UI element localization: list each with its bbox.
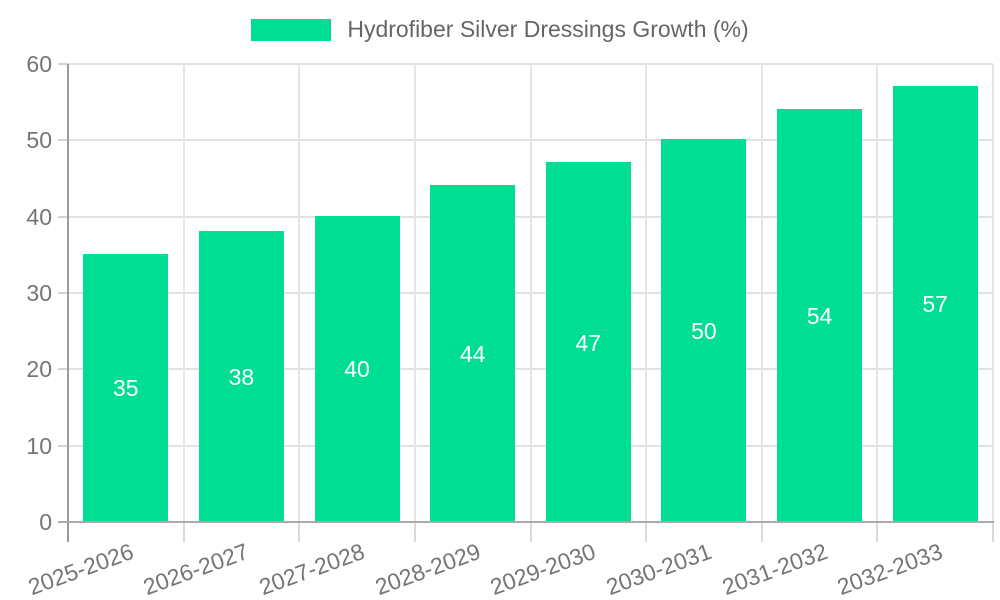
gridline-v-3 bbox=[413, 64, 416, 522]
bar-2031-2032[interactable] bbox=[777, 108, 863, 521]
y-tick-30 bbox=[58, 292, 68, 294]
legend[interactable]: Hydrofiber Silver Dressings Growth (%) bbox=[0, 16, 1000, 43]
bar-2029-2030[interactable] bbox=[545, 162, 631, 521]
bar-2028-2029[interactable] bbox=[430, 185, 516, 521]
gridline-v-2 bbox=[298, 64, 301, 522]
bar-2030-2031[interactable] bbox=[661, 139, 747, 521]
x-tick-1 bbox=[182, 522, 185, 542]
gridline-v-5 bbox=[645, 64, 648, 522]
x-tick-8 bbox=[992, 522, 994, 542]
x-axis-label-2028-2029: 2028-2029 bbox=[371, 538, 484, 600]
x-axis-label-2027-2028: 2027-2028 bbox=[255, 538, 368, 600]
y-tick-20 bbox=[58, 368, 68, 371]
x-axis-label-2032-2033: 2032-2033 bbox=[833, 538, 947, 600]
x-tick-5 bbox=[645, 522, 648, 542]
bar-2026-2027[interactable] bbox=[198, 230, 284, 521]
bar-2032-2033[interactable] bbox=[892, 85, 978, 521]
x-axis-label-2026-2027: 2026-2027 bbox=[140, 538, 253, 600]
x-tick-7 bbox=[876, 522, 879, 542]
gridline-v-8 bbox=[992, 64, 994, 522]
x-axis-label-2030-2031: 2030-2031 bbox=[602, 538, 715, 600]
bar-2025-2026[interactable] bbox=[83, 253, 169, 521]
gridline-v-1 bbox=[182, 64, 185, 522]
y-axis-label-10: 10 bbox=[26, 432, 52, 459]
x-tick-6 bbox=[760, 522, 763, 542]
y-tick-10 bbox=[58, 444, 68, 447]
y-tick-50 bbox=[58, 139, 68, 142]
y-tick-40 bbox=[58, 215, 68, 218]
y-axis-label-60: 60 bbox=[26, 51, 52, 77]
gridline-v-7 bbox=[876, 64, 879, 522]
x-axis-label-2029-2030: 2029-2030 bbox=[486, 538, 600, 600]
gridline-v-6 bbox=[760, 64, 763, 522]
bar-2027-2028[interactable] bbox=[314, 215, 400, 521]
x-axis-label-2031-2032: 2031-2032 bbox=[718, 538, 831, 600]
x-tick-3 bbox=[413, 522, 416, 542]
legend-swatch[interactable] bbox=[251, 18, 332, 41]
x-axis-line bbox=[58, 521, 994, 523]
y-axis-label-0: 0 bbox=[39, 509, 52, 535]
y-axis-line bbox=[67, 64, 69, 542]
x-tick-2 bbox=[298, 522, 301, 542]
y-tick-60 bbox=[58, 63, 68, 65]
y-axis-label-40: 40 bbox=[26, 203, 52, 230]
y-axis-label-30: 30 bbox=[26, 280, 52, 306]
y-axis-label-20: 20 bbox=[26, 356, 52, 383]
gridline-v-4 bbox=[529, 64, 532, 522]
x-tick-4 bbox=[529, 522, 532, 542]
y-axis-label-50: 50 bbox=[26, 127, 52, 154]
plot-area: 0 10 20 30 40 50 60 35 2025-2026 38 2026-2027 40 202… bbox=[24, 51, 994, 600]
x-axis-label-2025-2026: 2025-2026 bbox=[24, 538, 137, 600]
legend-label[interactable]: Hydrofiber Silver Dressings Growth (%) bbox=[347, 16, 749, 42]
